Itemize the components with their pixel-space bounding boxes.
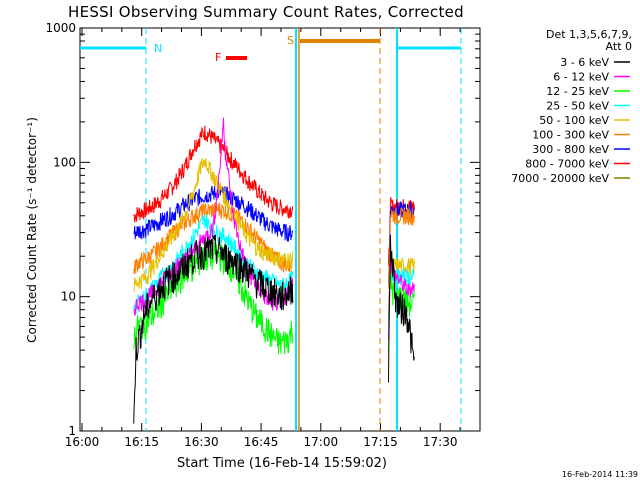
series-line-300-800-kev xyxy=(133,185,294,242)
x-tick-label: 16:15 xyxy=(124,435,159,449)
y-tick-label: 1 xyxy=(68,424,76,438)
x-axis-label: Start Time (16-Feb-14 15:59:02) xyxy=(177,456,387,471)
legend-header: Det 1,3,5,6,7,9, xyxy=(546,28,632,41)
x-tick-labels: 16:00 16:15 16:30 16:45 17:00 17:15 17:30 xyxy=(65,435,458,449)
x-tick-label: 16:30 xyxy=(184,435,219,449)
series-layer xyxy=(133,117,415,424)
legend-label: 800 - 7000 keV xyxy=(525,158,609,171)
n-label: N xyxy=(154,42,162,55)
legend-label: 100 - 300 keV xyxy=(532,129,609,142)
legend-label: 12 - 25 keV xyxy=(546,85,609,98)
y-tick-label: 10 xyxy=(61,290,76,304)
series-line-3-6-kev-b xyxy=(388,234,415,383)
s-label: S xyxy=(287,34,294,47)
f-label: F xyxy=(215,51,221,64)
y-tick-label: 100 xyxy=(53,155,76,169)
legend-label: 25 - 50 keV xyxy=(546,100,609,113)
legend: Det 1,3,5,6,7,9,Att 0 3 - 6 keV 6 - 12 keV… xyxy=(511,28,632,185)
y-tick-labels: 1 10 100 1000 xyxy=(45,21,76,438)
x-tick-label: 16:00 xyxy=(65,435,100,449)
legend-label: 50 - 100 keV xyxy=(539,114,609,127)
series-line-100-300-kev-b xyxy=(388,206,415,289)
y-axis-label: Corrected Count Rate (s⁻¹ detector⁻¹) xyxy=(25,117,39,343)
series-line-800-7000-kev xyxy=(133,125,294,223)
series-line-25-50-kev-b xyxy=(388,267,415,321)
x-tick-label: 17:30 xyxy=(423,435,458,449)
series-line-100-300-kev xyxy=(133,201,293,276)
annotation-layer: N S F xyxy=(80,28,462,431)
legend-label: 300 - 800 keV xyxy=(532,143,609,156)
footer-date: 16-Feb-2014 11:39 xyxy=(562,470,638,479)
x-tick-label: 17:00 xyxy=(304,435,339,449)
legend-label: 7000 - 20000 keV xyxy=(511,172,609,185)
plot-frame xyxy=(79,27,481,432)
legend-label: 6 - 12 keV xyxy=(553,71,609,84)
y-tick-label: 1000 xyxy=(45,21,76,35)
chart-title: HESSI Observing Summary Count Rates, Cor… xyxy=(68,3,464,21)
legend-label: 3 - 6 keV xyxy=(560,56,609,69)
x-tick-label: 17:15 xyxy=(363,435,398,449)
legend-header: Att 0 xyxy=(606,40,632,53)
series-line-3-6-kev xyxy=(133,234,294,424)
series-line-12-25-kev xyxy=(133,241,294,355)
series-line-50-100-kev xyxy=(133,158,294,292)
x-tick-label: 16:45 xyxy=(244,435,279,449)
